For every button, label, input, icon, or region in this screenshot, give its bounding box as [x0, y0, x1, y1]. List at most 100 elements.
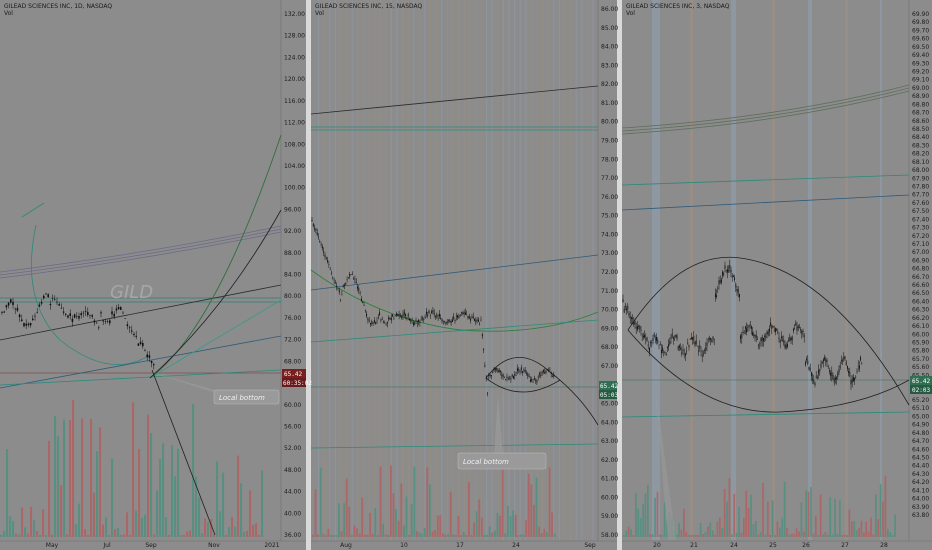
candle	[67, 315, 69, 318]
session-stripe	[351, 0, 353, 540]
volume-bar	[891, 534, 894, 537]
candle	[744, 326, 746, 329]
volume-bar	[795, 528, 798, 537]
candle	[647, 344, 649, 347]
price-tick-label: 69.30	[912, 60, 929, 67]
session-stripe	[441, 0, 443, 540]
candle	[514, 374, 516, 377]
candle	[843, 356, 845, 360]
candle	[420, 319, 422, 320]
session-stripe	[519, 0, 521, 540]
candle	[505, 378, 507, 380]
candle	[347, 277, 349, 279]
price-tick-label: 112.00	[284, 120, 305, 127]
price-tick-label: 63.90	[912, 504, 929, 511]
candle	[737, 289, 739, 294]
price-tick-label: 66.00	[912, 331, 929, 338]
volume-bar	[738, 507, 740, 537]
candle	[507, 379, 509, 380]
timer-badge	[910, 385, 932, 394]
volume-bar	[201, 533, 204, 537]
candle	[842, 360, 844, 361]
candle	[519, 370, 521, 373]
volume-bar	[630, 529, 632, 537]
time-tick-label: 24	[730, 542, 738, 549]
candle	[462, 312, 464, 314]
candle	[675, 334, 677, 338]
candle	[645, 338, 647, 340]
candle	[398, 313, 400, 317]
candle	[855, 376, 857, 378]
volume-bar	[501, 469, 504, 537]
volume-bar	[246, 530, 249, 537]
candle	[93, 320, 96, 323]
arc-curve	[485, 377, 561, 393]
candle	[25, 323, 27, 326]
candle	[680, 348, 682, 350]
session-stripe	[564, 0, 566, 540]
candle	[106, 321, 109, 322]
price-tick-label: 64.20	[912, 479, 929, 486]
volume-bar	[135, 510, 138, 537]
candle	[681, 352, 683, 355]
candle	[770, 322, 772, 326]
candle	[726, 269, 728, 273]
candle	[360, 298, 362, 302]
price-tick-label: 65.90	[912, 340, 929, 347]
candle	[359, 292, 361, 293]
volume-bar	[335, 534, 338, 537]
volume-bar	[786, 527, 788, 537]
volume-bar	[875, 494, 877, 537]
volume-bar	[711, 530, 714, 537]
candle	[109, 320, 111, 324]
candle	[659, 343, 661, 345]
price-tick-label: 70.00	[601, 307, 618, 314]
candle	[718, 280, 720, 285]
arc-curve	[31, 224, 151, 365]
candle	[80, 313, 82, 316]
candle	[461, 312, 462, 314]
volume-bar	[434, 530, 437, 537]
candle	[78, 315, 80, 319]
volume-bar	[831, 534, 834, 537]
volume-bar	[527, 473, 530, 537]
candle	[362, 301, 364, 304]
price-tick-label: 69.40	[912, 52, 929, 59]
price-tick-label: 66.70	[912, 274, 929, 281]
volume-bar	[413, 466, 416, 537]
volume-bar	[180, 535, 183, 537]
candle	[785, 344, 787, 349]
candle	[765, 335, 767, 338]
price-tick-label: 64.50	[912, 455, 929, 462]
volume-bar	[642, 503, 644, 537]
candle	[786, 344, 788, 347]
volume-bar	[774, 534, 776, 537]
timer-badge	[282, 378, 306, 387]
volume-bar	[683, 508, 685, 537]
volume-bar	[416, 531, 418, 537]
volume-bar	[439, 515, 442, 537]
volume-bar	[421, 534, 424, 537]
candle	[1, 312, 3, 313]
price-tick-label: 67.20	[912, 233, 929, 240]
candle	[640, 329, 642, 331]
candle	[509, 377, 511, 379]
candle	[62, 311, 65, 313]
volume-bar	[827, 534, 829, 537]
candle	[682, 349, 684, 352]
volume-bar	[836, 533, 839, 537]
candle	[792, 328, 794, 332]
session-stripe	[435, 0, 437, 540]
candle	[442, 320, 444, 322]
volume-bar	[195, 476, 198, 537]
volume-bar	[824, 531, 827, 537]
candle	[511, 374, 513, 377]
volume-bar	[499, 515, 502, 537]
candle	[513, 376, 514, 379]
volume-bar	[327, 528, 330, 537]
candle	[354, 279, 356, 280]
callout-pointer	[150, 372, 222, 395]
price-tick-label: 66.40	[912, 298, 929, 305]
